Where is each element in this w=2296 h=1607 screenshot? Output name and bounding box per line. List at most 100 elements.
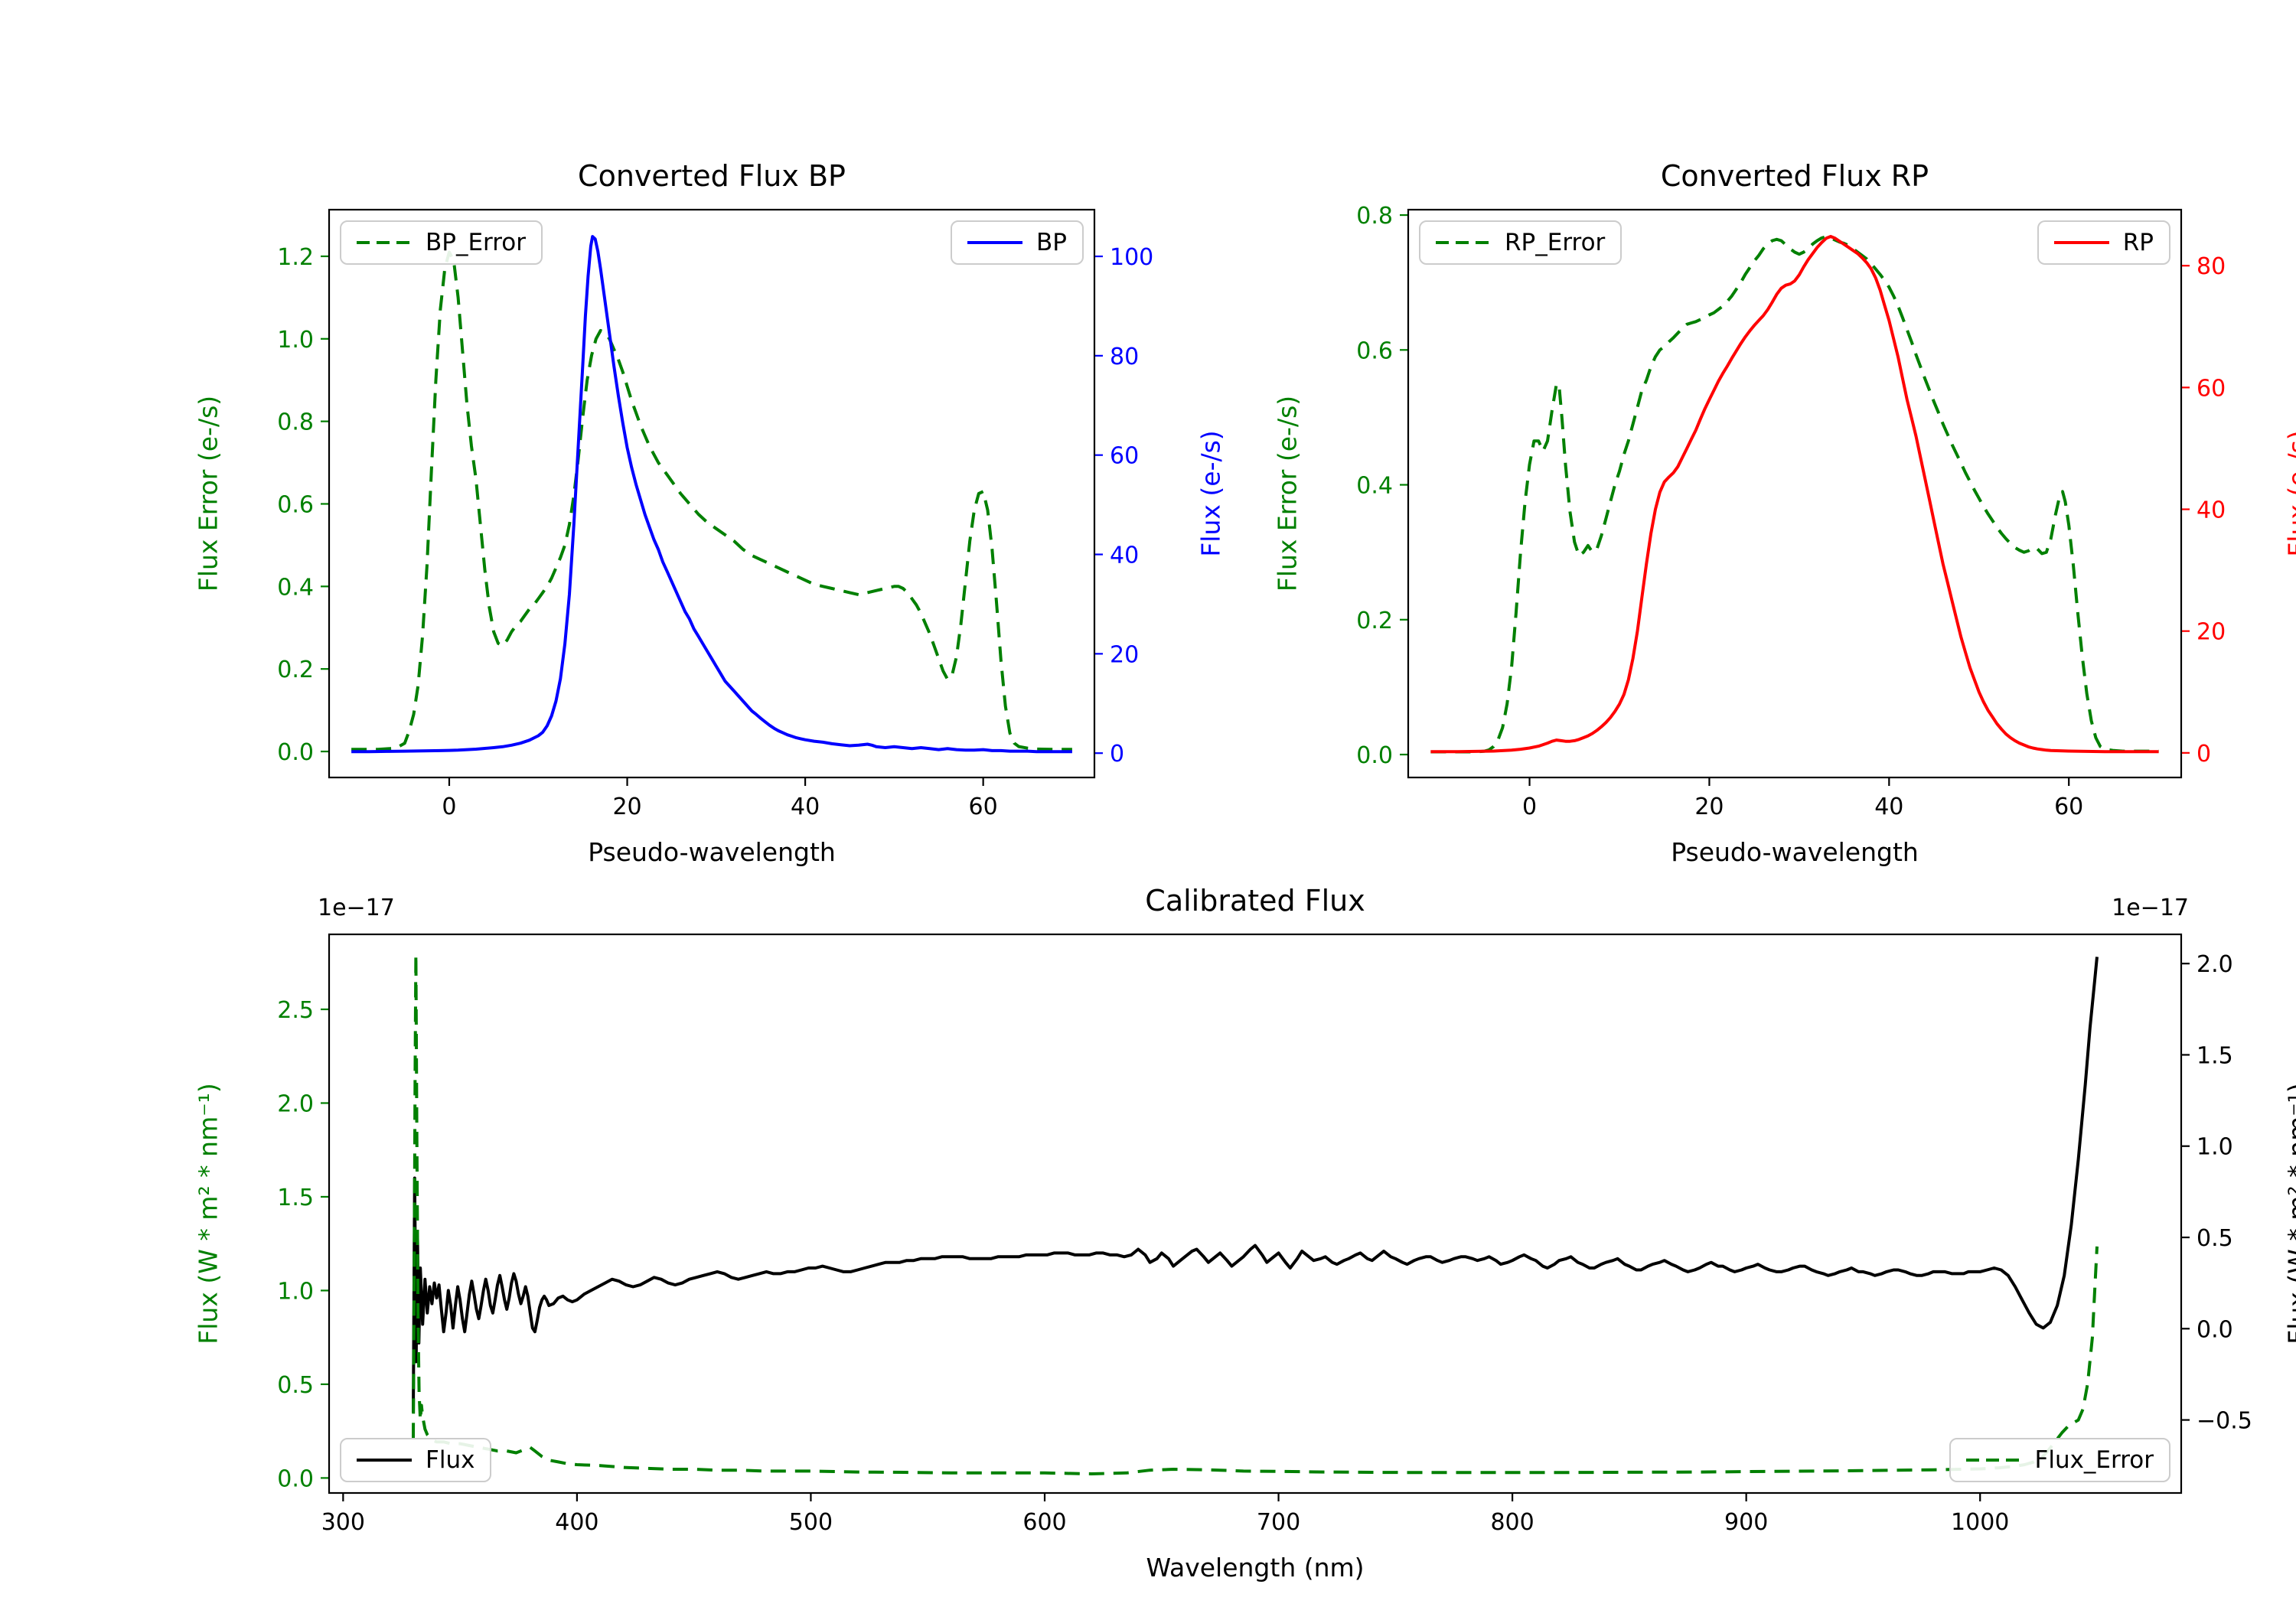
x-axis-label: Pseudo-wavelength [1671,837,1919,867]
legend-bp: BP [951,220,1084,265]
svg-text:300: 300 [321,1509,365,1536]
svg-text:800: 800 [1490,1509,1534,1536]
axis-ticks: 0 20 40 60 0.0 0.2 0.4 0.6 0.8 1.0 1.2 0 20 40 60 80 100 [277,244,1153,820]
svg-text:20: 20 [2197,619,2226,646]
svg-text:60: 60 [1110,443,1139,470]
svg-text:0.6: 0.6 [1356,337,1393,364]
svg-text:2.0: 2.0 [2197,951,2233,978]
legend-label: Flux [426,1446,475,1474]
right-axis-offset-text: 1e−17 [2112,895,2189,921]
legend-flux: Flux [340,1438,492,1482]
svg-text:80: 80 [1110,344,1139,370]
series-RP [1430,235,2159,754]
axes-frame [328,933,2183,1495]
svg-text:900: 900 [1724,1509,1768,1536]
svg-text:400: 400 [555,1509,598,1536]
svg-text:1.0: 1.0 [2197,1134,2233,1161]
right-y-axis-label: Flux (W * m² * nm⁻¹) [2282,1083,2296,1345]
svg-text:60: 60 [969,794,998,820]
legend-line-sample [967,241,1023,244]
series-BP_Error [351,250,1072,751]
right-y-axis-label: Flux (e-/s) [1195,430,1226,557]
svg-text:0: 0 [1522,794,1537,820]
svg-text:20: 20 [612,794,641,820]
plot-area: 0 20 40 60 0.0 0.2 0.4 0.6 0.8 0 20 40 60 80 [1356,203,2226,820]
svg-text:20: 20 [1694,794,1724,820]
legend-flux_error: Flux_Error [1949,1438,2170,1482]
subplot-converted-flux-bp: Converted Flux BP Flux Error (e-/s) Flux… [194,159,1226,867]
legend-line-sample [1965,1459,2021,1462]
svg-text:0: 0 [2197,741,2211,768]
chart-title: Converted Flux BP [578,159,846,193]
svg-text:0.0: 0.0 [1356,742,1393,769]
subplot-calibrated-flux: Calibrated Flux 1e−17 1e−17 Flux (W * m²… [194,884,2296,1583]
legend-label: RP_Error [1505,229,1606,256]
legend-label: BP_Error [426,229,527,256]
svg-text:700: 700 [1257,1509,1300,1536]
svg-text:60: 60 [2197,375,2226,402]
plot-canvas: 300 400 500 600 700 800 900 1000 0.0 0.5 1.0 1.5 2.0… [277,933,2252,1536]
axes-frame [328,208,1096,779]
plot-area: 300 400 500 600 700 800 900 1000 0.0 0.5 1.0 1.5 2.0… [277,933,2252,1536]
legend-label: RP [2122,229,2154,256]
svg-text:0.0: 0.0 [277,739,314,766]
svg-text:1.0: 1.0 [277,327,314,354]
chart-title: Calibrated Flux [1145,884,1365,918]
svg-text:2.5: 2.5 [277,997,314,1024]
svg-text:0.2: 0.2 [277,657,314,683]
svg-text:0.4: 0.4 [277,574,314,601]
chart-title: Converted Flux RP [1660,159,1929,193]
legend-line-sample [2053,241,2109,244]
left-y-axis-label: Flux Error (e-/s) [1272,395,1303,592]
left-y-axis-label: Flux (W * m² * nm⁻¹) [193,1083,223,1345]
svg-text:40: 40 [791,794,820,820]
svg-text:0: 0 [1110,741,1124,768]
plot-canvas: 0 20 40 60 0.0 0.2 0.4 0.6 0.8 0 20 40 60 80 [1356,203,2226,820]
svg-text:60: 60 [2054,794,2083,820]
series-BP [351,235,1072,754]
svg-text:1.5: 1.5 [2197,1042,2233,1069]
legend-bp_error: BP_Error [340,220,543,265]
axes-frame [1407,208,2183,779]
legend-rp: RP [2037,220,2170,265]
plot-canvas: 0 20 40 60 0.0 0.2 0.4 0.6 0.8 1.0 1.2 0 20 40 60 80 100 [277,208,1153,820]
svg-text:0.5: 0.5 [277,1372,314,1399]
svg-text:0.4: 0.4 [1356,473,1393,500]
right-y-axis-label: Flux (e-/s) [2282,430,2296,557]
svg-text:0.8: 0.8 [277,409,314,436]
plot-area: 0 20 40 60 0.0 0.2 0.4 0.6 0.8 1.0 1.2 0 20 40 60 80 100 [277,208,1153,820]
legend-line-sample [1436,241,1491,244]
x-axis-label: Wavelength (nm) [1146,1553,1365,1583]
svg-text:80: 80 [2197,253,2226,280]
svg-text:0.6: 0.6 [277,491,314,518]
svg-text:0.8: 0.8 [1356,203,1393,230]
svg-text:1.0: 1.0 [277,1278,314,1305]
series-Flux_Error [412,953,2099,1475]
x-axis-label: Pseudo-wavelength [588,837,836,867]
svg-text:20: 20 [1110,641,1139,668]
svg-text:0.0: 0.0 [277,1465,314,1492]
svg-text:0.0: 0.0 [2197,1316,2233,1343]
legend-line-sample [357,1459,412,1462]
series-RP_Error [1430,235,2159,754]
svg-text:40: 40 [2197,497,2226,524]
svg-text:100: 100 [1110,244,1153,271]
series-Flux [412,957,2099,1413]
svg-text:600: 600 [1022,1509,1066,1536]
legend-line-sample [357,241,412,244]
subplot-converted-flux-rp: Converted Flux RP Flux Error (e-/s) Flux… [1273,159,2296,867]
svg-text:2.0: 2.0 [277,1090,314,1117]
svg-text:−0.5: −0.5 [2197,1408,2252,1435]
svg-text:500: 500 [789,1509,833,1536]
svg-text:1000: 1000 [1951,1509,2009,1536]
left-y-axis-label: Flux Error (e-/s) [193,395,223,592]
axis-ticks: 0 20 40 60 0.0 0.2 0.4 0.6 0.8 0 20 40 60 80 [1356,203,2226,820]
axis-ticks: 300 400 500 600 700 800 900 1000 0.0 0.5 1.0 1.5 2.0… [277,951,2252,1536]
svg-text:0: 0 [442,794,456,820]
svg-text:40: 40 [1110,543,1139,569]
legend-label: Flux_Error [2034,1446,2154,1474]
svg-text:0.5: 0.5 [2197,1225,2233,1252]
svg-text:1.2: 1.2 [277,244,314,271]
legend-label: BP [1036,229,1067,256]
